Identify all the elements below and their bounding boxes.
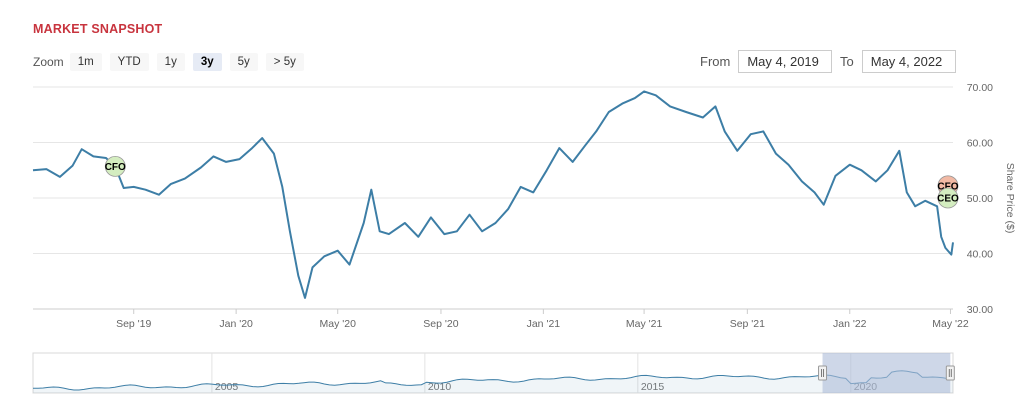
event-flag-label: CEO — [937, 194, 959, 205]
from-label: From — [700, 54, 731, 69]
range-to: To May 4, 2022 — [840, 50, 956, 73]
navigator-line — [33, 370, 954, 391]
zoom-button-ytd[interactable]: YTD — [109, 53, 149, 71]
to-label: To — [840, 54, 854, 69]
navigator-tick-label: 2015 — [641, 381, 665, 393]
x-tick-label: Sep '21 — [730, 318, 765, 330]
from-date-input[interactable]: May 4, 2019 — [738, 50, 833, 73]
y-axis-label: Share Price ($) — [1004, 163, 1016, 234]
x-tick-label: Jan '22 — [833, 318, 867, 330]
zoom-button-5y[interactable]: 5y — [229, 53, 258, 71]
zoom-button-all[interactable]: > 5y — [265, 53, 304, 71]
zoom-button-1m[interactable]: 1m — [69, 53, 102, 71]
event-flag-label: CFO — [937, 181, 958, 192]
navigator-frame — [32, 352, 954, 394]
x-tick-label: Jan '21 — [527, 318, 561, 330]
y-tick-label: 70.00 — [967, 82, 993, 94]
event-flag — [937, 187, 959, 209]
navigator-handle-right[interactable] — [945, 365, 955, 381]
x-tick-label: May '20 — [319, 318, 356, 330]
x-tick-label: May '22 — [932, 318, 969, 330]
x-tick-label: Sep '20 — [423, 318, 458, 330]
x-tick-label: Sep '19 — [116, 318, 151, 330]
navigator-area — [33, 370, 953, 393]
y-tick-label: 40.00 — [967, 249, 993, 261]
zoom-button-3y[interactable]: 3y — [192, 53, 222, 71]
y-tick-label: 50.00 — [967, 193, 993, 205]
x-tick-label: May '21 — [626, 318, 663, 330]
navigator-tick-label: 2010 — [428, 381, 452, 393]
navigator-handle-left[interactable] — [818, 365, 828, 381]
zoom-bar: Zoom 1m YTD 1y 3y 5y > 5y — [33, 52, 312, 72]
range-from: From May 4, 2019 — [700, 50, 833, 73]
y-tick-label: 60.00 — [967, 138, 993, 150]
share-price-line — [32, 90, 954, 299]
zoom-label: Zoom — [33, 55, 64, 69]
event-flag-label: CFO — [105, 162, 126, 173]
y-tick-label: 30.00 — [967, 304, 993, 316]
navigator-tick-label: 2005 — [215, 381, 239, 393]
x-tick-label: Jan '20 — [219, 318, 253, 330]
event-flag — [104, 155, 126, 177]
navigator-selection — [822, 353, 951, 393]
to-date-input[interactable]: May 4, 2022 — [861, 50, 956, 73]
zoom-button-1y[interactable]: 1y — [156, 53, 185, 71]
page-title: MARKET SNAPSHOT — [33, 22, 163, 36]
